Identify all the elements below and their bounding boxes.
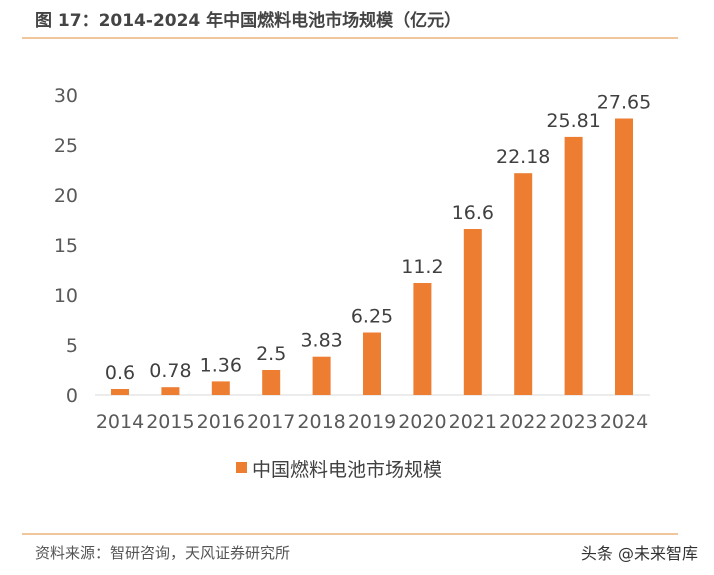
- data-label: 11.2: [401, 256, 443, 278]
- data-label: 0.78: [149, 360, 191, 382]
- data-label: 16.6: [452, 202, 494, 224]
- bar: [262, 370, 281, 395]
- y-tick-label: 25: [54, 135, 78, 157]
- data-label: 22.18: [496, 146, 550, 168]
- data-label: 25.81: [546, 110, 600, 132]
- bar: [514, 173, 533, 395]
- watermark: 头条 @未来智库: [580, 544, 698, 563]
- data-label: 0.6: [105, 362, 135, 384]
- bar: [312, 356, 331, 395]
- x-tick-label: 2022: [499, 411, 547, 433]
- source-note: 资料来源：智研咨询，天风证券研究所: [35, 544, 291, 562]
- x-tick-label: 2015: [146, 411, 194, 433]
- x-tick-label: 2016: [197, 411, 245, 433]
- chart-title: 图 17：2014-2024 年中国燃料电池市场规模（亿元）: [35, 11, 462, 31]
- y-tick-label: 0: [66, 385, 78, 407]
- bar: [564, 136, 583, 395]
- x-tick-label: 2021: [449, 411, 497, 433]
- data-label: 1.36: [200, 354, 242, 376]
- data-label: 3.83: [300, 330, 342, 352]
- data-label: 6.25: [351, 306, 393, 328]
- bar: [161, 387, 180, 395]
- bar: [413, 283, 432, 395]
- y-tick-label: 15: [54, 235, 78, 257]
- top-divider: [22, 37, 678, 39]
- data-label: 27.65: [597, 92, 651, 114]
- bar: [111, 389, 129, 395]
- y-tick-label: 30: [54, 85, 78, 107]
- y-tick-label: 20: [54, 185, 78, 207]
- legend-label: 中国燃料电池市场规模: [252, 459, 442, 481]
- y-tick-label: 5: [66, 335, 78, 357]
- x-tick-label: 2014: [96, 411, 144, 433]
- x-tick-label: 2020: [398, 411, 446, 433]
- x-tick-label: 2023: [549, 411, 597, 433]
- bottom-divider: [22, 533, 678, 535]
- y-tick-label: 10: [54, 285, 78, 307]
- bar: [463, 229, 482, 395]
- bar-chart: 0 5 10 15 20 25 30 0.6 2014 0.78 2015 1.36 2016 2.5 20…: [54, 85, 651, 481]
- bar: [211, 381, 230, 395]
- x-tick-label: 2024: [600, 411, 648, 433]
- bar: [615, 118, 633, 395]
- bar: [363, 332, 381, 395]
- data-label: 2.5: [256, 343, 286, 365]
- legend-swatch: [236, 462, 247, 473]
- x-tick-label: 2018: [297, 411, 345, 433]
- x-tick-label: 2019: [348, 411, 396, 433]
- x-tick-label: 2017: [247, 411, 295, 433]
